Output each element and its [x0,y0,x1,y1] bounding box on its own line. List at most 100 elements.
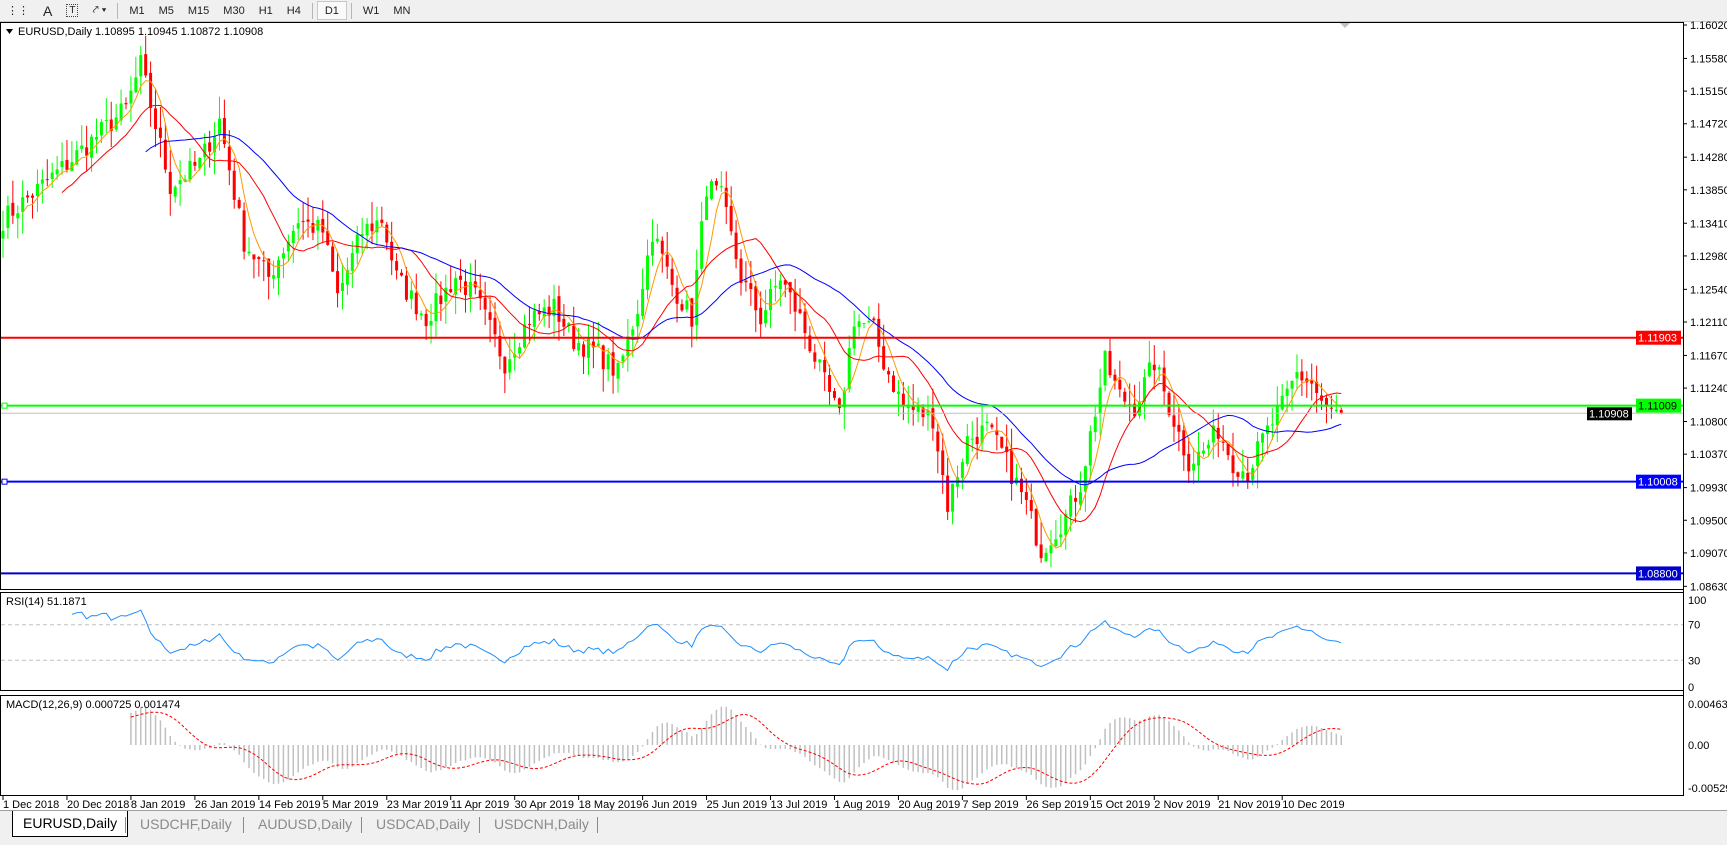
candle-body [577,343,581,351]
candle-body [272,275,276,279]
candle-body [35,183,39,196]
candle-body [267,258,271,277]
candle-body [621,355,625,362]
candle-body [217,118,221,135]
candle-body [690,298,694,327]
main-panel [0,22,1684,590]
candle-body [301,221,305,223]
tab-usdcad[interactable]: USDCAD,Daily [376,816,471,832]
candle-body [537,311,541,315]
candle-body [960,462,964,478]
timeframe-d1[interactable]: D1 [316,1,347,20]
hline-price-badge [1636,398,1681,413]
chart-window[interactable]: 1.16020 1.15580 1.15150 1.14720 1.14280 1.138… [0,0,1727,810]
candle-body [1275,406,1279,426]
candle-body [1133,403,1137,417]
candle-body [45,179,49,181]
timeframe-w1[interactable]: W1 [362,4,380,17]
candle-body [1000,436,1004,448]
candle-body [808,335,812,352]
candle-body [601,345,605,370]
candle-body [882,346,886,370]
collapse-triangle-icon[interactable] [6,29,13,34]
tab-separator [125,817,126,833]
candle-body [444,287,448,302]
timeframe-m30[interactable]: M30 [223,4,245,17]
date-tick-label: 15 Oct 2019 [1090,799,1150,810]
tab-usdcnh[interactable]: USDCNH,Daily [494,816,589,832]
text-label-icon[interactable]: T [59,1,85,20]
candle-body [714,181,718,186]
candle-body [385,224,389,243]
timeframe-m15[interactable]: M15 [187,4,210,17]
candle-body [1078,492,1082,505]
timeframe-m1[interactable]: M1 [129,4,145,17]
candle-body [75,150,79,165]
candle-body [193,161,197,166]
candle-body [149,72,153,108]
date-tick-label: 13 Jul 2019 [771,799,828,810]
candle-body [931,408,935,429]
candle-body [1226,443,1230,456]
candle-body [936,431,940,452]
candle-body [665,254,669,267]
candle-body [773,286,777,288]
grid-icon[interactable]: ⋮⋮ [7,5,29,17]
chart-header: EURUSD,Daily 1.10895 1.10945 1.10872 1.1… [18,26,263,38]
candle-body [793,291,797,312]
timeframe-mn[interactable]: MN [393,4,411,17]
candle-body [1039,544,1043,559]
candle-body [1246,472,1250,483]
candle-body [695,269,699,326]
timeframe-h4[interactable]: H4 [286,4,301,17]
candle-body [655,238,659,242]
candle-body [803,311,807,334]
candle-body [277,260,281,279]
candle-body [316,219,320,231]
candle-body [759,307,763,325]
tab-eurusd[interactable]: EURUSD,Daily [12,811,129,837]
candle-body [104,120,108,122]
date-tick-label: 20 Dec 2018 [67,799,129,810]
tab-usdchf[interactable]: USDCHF,Daily [140,816,232,832]
candle-body [134,77,138,93]
candle-body [503,356,507,374]
timeframe-h1[interactable]: H1 [258,4,273,17]
candle-body [237,199,241,208]
candle-body [311,223,315,233]
macd-tick-label: 0.00 [1688,740,1709,752]
candle-body [990,424,994,428]
text-icon[interactable]: A [43,2,53,19]
timeframe-m5[interactable]: M5 [158,4,174,17]
tab-audusd[interactable]: AUDUSD,Daily [258,816,353,832]
tab-separator [479,817,480,833]
candle-body [340,282,344,291]
shapes-icon[interactable]: ⤤ ▾ [92,4,107,16]
candle-body [518,347,522,354]
candle-body [646,255,650,290]
candle-body [1113,374,1117,381]
candle-body [40,179,44,184]
date-tick-label: 2 Nov 2019 [1154,799,1210,810]
candle-body [262,260,266,262]
candle-body [921,407,925,418]
date-tick-label: 30 Apr 2019 [515,799,574,810]
price-tick-label: 1.11670 [1690,350,1727,362]
candle-body [670,268,674,285]
candle-body [1098,387,1102,414]
candle-body [778,280,782,290]
hline-handle[interactable] [1,478,8,485]
tab-separator [243,817,244,833]
candle-body [404,275,408,300]
shift-marker-icon[interactable] [1340,23,1350,28]
date-tick-label: 6 Jun 2019 [643,799,697,810]
candle-body [896,391,900,395]
candle-body [365,223,369,236]
candle-body [158,127,162,138]
candle-body [636,313,640,327]
hline-handle[interactable] [1,402,8,409]
toolbar-separator [117,2,119,19]
date-tick-label: 26 Jan 2019 [195,799,256,810]
candle-body [60,161,64,168]
candle-body [478,290,482,299]
